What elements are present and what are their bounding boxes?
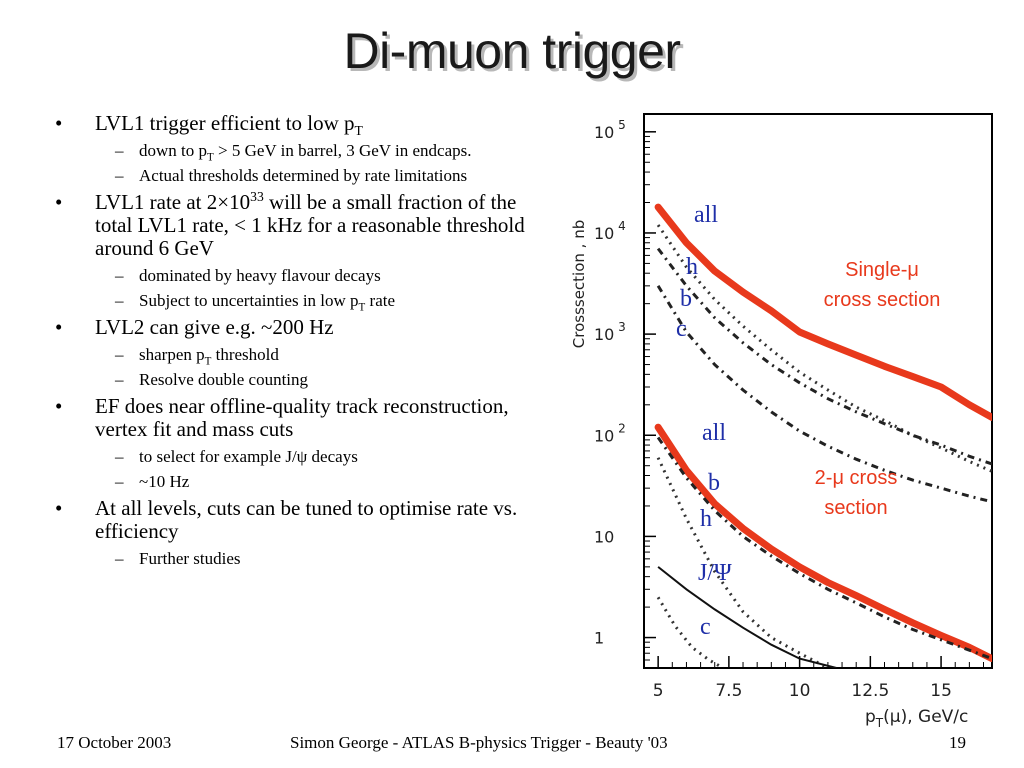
sub-bullet-heavy-flavour: – dominated by heavy flavour decays (55, 266, 555, 285)
series-line-5 (654, 423, 992, 663)
sub-bullet-pre: Subject to uncertainties in low p (139, 291, 359, 310)
sub-bullet-rate-limits: – Actual thresholds determined by rate l… (55, 166, 555, 185)
dash-marker: – (115, 266, 124, 285)
series-line-9 (656, 596, 724, 668)
dash-marker: – (115, 345, 124, 364)
bullet-post: will be a small fraction of the total LV… (95, 190, 525, 260)
sub-bullet-post: rate (365, 291, 396, 310)
dimuon-annotation: section (824, 497, 887, 519)
bullet-list: • LVL1 trigger efficient to low pT – dow… (55, 112, 555, 574)
series-line-3 (656, 247, 992, 466)
x-tick-label: 15 (930, 681, 952, 701)
single-curve-label-all: all (694, 202, 718, 228)
sub-bullet-text: dominated by heavy flavour decays (139, 266, 381, 285)
x-tick-label: 12.5 (851, 681, 889, 701)
bullet-lvl1-efficiency: • LVL1 trigger efficient to low pT (55, 111, 555, 139)
y-tick-label: 10 4 (594, 219, 626, 243)
y-tick-label: 1 (594, 629, 604, 648)
sub-bullet-post: threshold (211, 345, 279, 364)
single-curve-label-c: c (676, 316, 687, 342)
bullet-marker: • (55, 190, 63, 214)
dash-marker: – (115, 472, 124, 491)
dimuon-curve-label-0: all (702, 420, 726, 446)
sub-bullet-threshold: – down to pT > 5 GeV in barrel, 3 GeV in… (55, 141, 555, 164)
bullet-ef: • EF does near offline-quality track rec… (55, 395, 555, 441)
series-line-8 (657, 566, 837, 668)
footer-date: 17 October 2003 (57, 733, 172, 752)
single-curve-label-b: b (680, 286, 692, 312)
x-tick-label: 10 (789, 681, 811, 701)
sub-bullet-text: to select for example J/ψ decays (139, 447, 358, 466)
sub-bullet-jpsi: – to select for example J/ψ decays (55, 447, 555, 466)
dimuon-annotation: 2-μ cross (815, 467, 898, 489)
dimuon-curve-label-1: b (708, 470, 720, 496)
series-line-1 (654, 203, 992, 421)
dimuon-curve-label-4: c (700, 614, 711, 640)
bullet-marker: • (55, 496, 63, 520)
dimuon-curve-label-3: J/Ψ (698, 560, 732, 586)
sub-bullet-pre: down to p (139, 141, 207, 160)
superscript: 33 (250, 189, 264, 204)
bullet-lvl1-rate: • LVL1 rate at 2×1033 will be a small fr… (55, 189, 555, 260)
sub-bullet-double-counting: – Resolve double counting (55, 370, 555, 389)
bullet-text: LVL1 trigger efficient to low p (95, 111, 355, 135)
bullet-lvl2: • LVL2 can give e.g. ~200 Hz (55, 316, 555, 339)
dash-marker: – (115, 141, 124, 160)
y-axis-label: Crosssection , nb (570, 220, 588, 348)
sub-bullet-uncertainties: – Subject to uncertainties in low pT rat… (55, 291, 555, 314)
sub-bullet-text: Actual thresholds determined by rate lim… (139, 166, 468, 185)
plot-frame (643, 113, 993, 669)
footer-title: Simon George - ATLAS B-physics Trigger -… (290, 733, 668, 752)
sub-bullet-further-studies: – Further studies (55, 549, 555, 568)
dash-marker: – (115, 447, 124, 466)
single-curve-label-h: h (686, 254, 698, 280)
sub-bullet-pre: sharpen p (139, 345, 205, 364)
subscript: T (354, 123, 363, 139)
dash-marker: – (115, 166, 124, 185)
bullet-all-levels: • At all levels, cuts can be tuned to op… (55, 497, 555, 543)
sub-bullet-10hz: – ~10 Hz (55, 472, 555, 491)
series-line-6 (656, 436, 992, 661)
series-line-2 (656, 224, 992, 473)
x-tick-label: 7.5 (715, 681, 742, 701)
y-tick-label: 10 5 (594, 118, 626, 142)
dash-marker: – (115, 549, 124, 568)
dash-marker: – (115, 291, 124, 310)
y-tick-label: 10 3 (594, 320, 626, 344)
slide-title: Di-muon trigger (343, 23, 681, 79)
bullet-text: At all levels, cuts can be tuned to opti… (95, 496, 518, 543)
single-mu-annotation: Single-μ (845, 259, 919, 281)
sub-bullet-sharpen: – sharpen pT threshold (55, 345, 555, 368)
dimuon-curve-label-2: h (700, 506, 712, 532)
x-axis-label: pT(μ), GeV/c (865, 707, 968, 730)
sub-bullet-text: Resolve double counting (139, 370, 309, 389)
dash-marker: – (115, 370, 124, 389)
bullet-marker: • (55, 315, 63, 339)
bullet-marker: • (55, 394, 63, 418)
sub-bullet-post: > 5 GeV in barrel, 3 GeV in endcaps. (213, 141, 472, 160)
sub-bullet-text: ~10 Hz (139, 472, 190, 491)
bullet-text: EF does near offline-quality track recon… (95, 394, 509, 441)
series-line-7 (656, 457, 829, 668)
series-line-4 (656, 285, 992, 504)
subscript: T (207, 151, 214, 164)
bullet-marker: • (55, 111, 63, 135)
bullet-pre: LVL1 rate at 2×10 (95, 190, 251, 214)
y-tick-label: 10 2 (594, 421, 626, 445)
single-mu-annotation: cross section (824, 289, 941, 311)
sub-bullet-text: Further studies (139, 549, 241, 568)
subscript: T (204, 355, 212, 368)
subscript: T (358, 301, 366, 314)
bullet-text: LVL2 can give e.g. ~200 Hz (95, 315, 334, 339)
x-tick-label: 5 (653, 681, 664, 701)
page-number: 19 (949, 733, 966, 752)
y-tick-label: 10 (594, 527, 614, 546)
